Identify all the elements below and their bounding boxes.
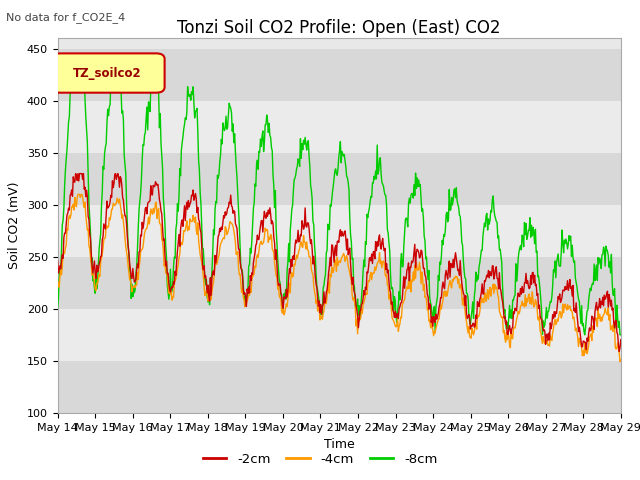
Bar bbox=[58, 309, 621, 361]
Y-axis label: Soil CO2 (mV): Soil CO2 (mV) bbox=[8, 182, 21, 269]
Title: Tonzi Soil CO2 Profile: Open (East) CO2: Tonzi Soil CO2 Profile: Open (East) CO2 bbox=[177, 19, 501, 37]
Text: TZ_soilco2: TZ_soilco2 bbox=[73, 67, 141, 80]
Bar bbox=[58, 49, 621, 101]
Legend: -2cm, -4cm, -8cm: -2cm, -4cm, -8cm bbox=[197, 447, 443, 471]
FancyBboxPatch shape bbox=[52, 53, 164, 93]
Bar bbox=[58, 257, 621, 309]
Bar bbox=[58, 101, 621, 153]
X-axis label: Time: Time bbox=[324, 438, 355, 451]
Text: No data for f_CO2E_4: No data for f_CO2E_4 bbox=[6, 12, 125, 23]
Bar bbox=[58, 361, 621, 413]
Bar bbox=[58, 205, 621, 257]
Bar bbox=[58, 153, 621, 205]
